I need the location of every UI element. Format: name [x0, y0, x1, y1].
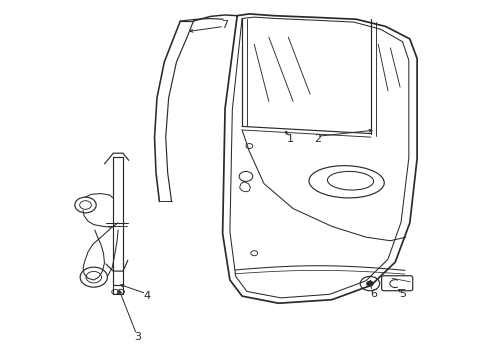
Text: 6: 6 [369, 289, 376, 299]
Text: 2: 2 [313, 134, 320, 144]
Text: 4: 4 [143, 291, 150, 301]
Text: 7: 7 [221, 19, 228, 30]
Text: 5: 5 [398, 289, 405, 299]
Text: 3: 3 [134, 332, 141, 342]
Text: 1: 1 [286, 134, 294, 144]
Circle shape [366, 281, 372, 286]
